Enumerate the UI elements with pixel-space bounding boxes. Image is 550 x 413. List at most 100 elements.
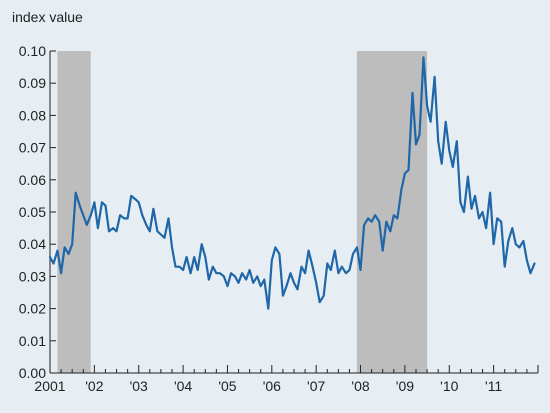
x-tick-label: '03 — [130, 378, 148, 394]
data-point — [389, 230, 391, 232]
data-point — [60, 272, 62, 274]
data-point — [334, 250, 336, 252]
data-point — [130, 195, 132, 197]
data-point — [459, 201, 461, 203]
data-point — [226, 285, 229, 287]
data-point — [97, 227, 99, 229]
data-point — [271, 259, 273, 261]
data-point — [474, 195, 476, 197]
data-point — [171, 246, 173, 249]
data-point — [182, 269, 184, 271]
data-point — [511, 227, 513, 229]
data-point — [411, 92, 414, 94]
data-point — [526, 259, 528, 261]
data-point — [396, 217, 398, 220]
data-point — [204, 256, 206, 258]
data-point — [123, 217, 125, 220]
data-point — [190, 272, 192, 274]
data-point — [504, 266, 506, 268]
data-point — [400, 188, 402, 191]
data-point — [282, 295, 284, 297]
data-point — [68, 253, 70, 255]
data-point — [149, 230, 151, 232]
data-point — [82, 214, 84, 216]
data-point — [382, 250, 384, 252]
data-point — [219, 272, 221, 274]
data-point — [437, 140, 439, 142]
x-tick-label: 2001 — [34, 378, 65, 394]
data-point — [223, 275, 225, 277]
data-point — [138, 201, 140, 203]
data-point — [101, 201, 103, 203]
data-point — [141, 214, 143, 216]
data-point — [267, 308, 269, 310]
data-point — [79, 204, 81, 207]
data-point — [193, 256, 195, 258]
data-point — [86, 224, 88, 226]
y-tick-label: 0.00 — [19, 365, 46, 381]
data-point — [249, 269, 251, 271]
data-point — [467, 175, 469, 178]
x-tick-label: '02 — [85, 378, 103, 394]
data-point — [75, 192, 77, 194]
data-point — [356, 246, 358, 249]
data-point — [252, 282, 254, 284]
data-point — [234, 275, 236, 277]
data-point — [186, 256, 188, 258]
data-point — [64, 246, 66, 249]
data-point — [156, 230, 158, 232]
data-point — [119, 214, 121, 216]
data-point — [289, 272, 292, 274]
data-point — [260, 285, 262, 287]
series-line-0 — [48, 56, 536, 310]
data-point — [518, 246, 520, 249]
data-point — [478, 217, 480, 220]
data-point — [418, 134, 421, 136]
data-point — [529, 272, 532, 274]
data-point — [256, 275, 258, 277]
data-point — [112, 227, 114, 229]
data-point — [493, 243, 495, 245]
data-point — [163, 237, 166, 239]
data-point — [93, 201, 95, 203]
data-point — [293, 282, 295, 284]
tick-label-layer: index value 0.00 0.01 0.02 0.03 0.04 0.05 0.06… — [12, 9, 502, 394]
data-point — [463, 211, 465, 213]
data-point — [378, 221, 380, 223]
x-tick-label: '08 — [351, 378, 369, 394]
data-point — [352, 253, 354, 255]
axes-layer — [49, 50, 539, 374]
data-point — [274, 246, 276, 249]
data-point — [108, 230, 110, 232]
data-point — [308, 250, 310, 252]
data-point — [323, 295, 325, 297]
data-point — [470, 208, 473, 210]
data-point — [507, 240, 509, 242]
data-point — [263, 279, 265, 281]
data-point — [115, 230, 118, 232]
data-point — [241, 272, 243, 274]
data-point — [245, 279, 247, 281]
data-point — [134, 198, 136, 200]
data-point — [434, 76, 436, 78]
data-point — [127, 217, 129, 220]
y-tick-label: 0.07 — [19, 140, 46, 156]
data-point — [341, 266, 343, 268]
data-point — [300, 266, 303, 268]
series-layer — [48, 56, 536, 310]
y-tick-label: 0.09 — [19, 75, 46, 91]
data-point — [448, 150, 450, 152]
data-point — [337, 272, 339, 274]
data-point — [496, 217, 498, 220]
data-point — [208, 279, 210, 281]
x-tick-label: '04 — [174, 378, 192, 394]
x-tick-label: '06 — [263, 378, 281, 394]
data-point — [371, 221, 373, 223]
recession-shade-1 — [356, 51, 428, 373]
recession-shading-layer — [57, 51, 428, 373]
data-point — [49, 256, 51, 258]
data-point — [145, 224, 147, 226]
y-tick-label: 0.08 — [19, 107, 46, 123]
